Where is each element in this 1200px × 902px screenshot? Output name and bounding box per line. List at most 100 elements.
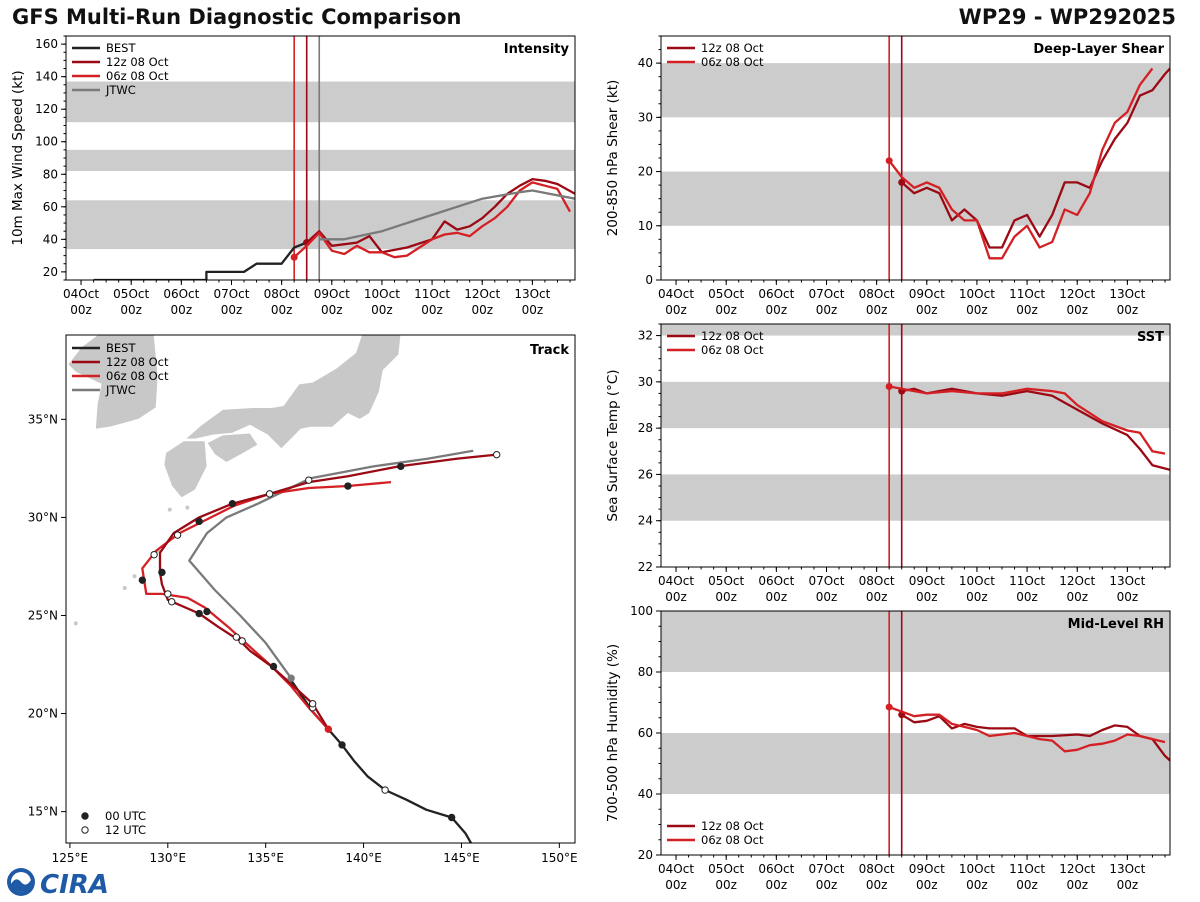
x-tick-hour-label: 00z <box>1117 590 1139 604</box>
x-tick-day-label: 09Oct <box>909 574 945 588</box>
x-tick-day-label: 12Oct <box>1059 574 1095 588</box>
x-tick-hour-label: 00z <box>1066 590 1088 604</box>
x-tick-day-label: 05Oct <box>708 574 744 588</box>
x-tick-label: 135°E <box>247 851 284 865</box>
legend-label-run12z: 12z 08 Oct <box>701 819 764 833</box>
y-tick-label: 24 <box>638 514 653 528</box>
legend-marker-12utc <box>81 826 89 834</box>
x-tick-hour-label: 00z <box>171 303 193 317</box>
track-point-run06z <box>150 550 158 559</box>
x-tick-day-label: 13Oct <box>1109 287 1145 301</box>
island-shape <box>167 507 172 512</box>
panel-title: Deep-Layer Shear <box>1033 42 1164 57</box>
track-plot-area <box>67 335 501 843</box>
x-tick-hour-label: 00z <box>120 303 142 317</box>
chart-shear: 0 10 20 30 40 04Oct 00z 05Oct 00z 06Oct 00z 07Oct 00… <box>605 35 1171 317</box>
x-tick-hour-label: 00z <box>816 878 838 892</box>
x-tick-hour-label: 00z <box>1117 303 1139 317</box>
x-tick-hour-label: 00z <box>866 590 888 604</box>
island-shape <box>73 621 78 626</box>
x-tick-day-label: 08Oct <box>859 574 895 588</box>
x-tick-day-label: 09Oct <box>909 287 945 301</box>
track-frame <box>65 334 576 844</box>
track-point-run12z <box>158 568 166 577</box>
land-shape <box>163 440 208 499</box>
x-tick-hour-label: 00z <box>816 303 838 317</box>
chart-sst: 22 24 26 28 30 32 04Oct 00z 05Oct 00z 06Oct 00z 07Oc… <box>605 323 1171 604</box>
x-tick-day-label: 10Oct <box>959 862 995 876</box>
track-point-best <box>338 741 346 749</box>
track-point-best <box>447 813 456 822</box>
track-point-run06z <box>232 633 241 641</box>
x-tick-day-label: 13Oct <box>514 287 550 301</box>
y-tick-label: 32 <box>638 329 653 343</box>
track-line-run12z <box>158 453 497 730</box>
shaded-band <box>661 733 1170 794</box>
cira-logo-text: CIRA <box>40 870 109 898</box>
track-point-run12z <box>265 490 274 498</box>
x-tick-hour-label: 00z <box>715 590 737 604</box>
track-point-run06z <box>324 725 333 733</box>
series-line-run06z <box>888 385 1166 455</box>
x-tick-day-label: 07Oct <box>808 287 844 301</box>
track-line-jtwc <box>188 449 474 679</box>
y-tick-label: 60 <box>638 726 653 740</box>
legend-label-best: BEST <box>106 41 136 55</box>
x-tick-day-label: 13Oct <box>1109 574 1145 588</box>
y-axis-label: 10m Max Wind Speed (kt) <box>10 70 26 245</box>
x-tick-day-label: 12Oct <box>464 287 500 301</box>
y-tick-label: 28 <box>638 421 653 435</box>
y-tick-label: 40 <box>638 787 653 801</box>
legend-label-run12z: 12z 08 Oct <box>106 355 169 369</box>
track-point-run12z <box>173 531 182 539</box>
y-tick-label: 80 <box>43 167 58 181</box>
x-tick-hour-label: 00z <box>966 590 988 604</box>
init-marker-run12z <box>898 178 906 186</box>
x-tick-day-label: 07Oct <box>808 574 844 588</box>
x-tick-day-label: 10Oct <box>959 287 995 301</box>
track-point-best <box>381 786 389 794</box>
track-point-jtwc <box>305 476 313 484</box>
x-tick-day-label: 08Oct <box>264 287 300 301</box>
legend-label-run06z: 06z 08 Oct <box>701 343 764 357</box>
x-tick-hour-label: 00z <box>665 590 687 604</box>
track-line-best <box>290 679 473 843</box>
x-tick-hour-label: 00z <box>1016 590 1038 604</box>
series-line-run06z <box>888 706 1166 753</box>
y-tick-label: 26 <box>638 467 653 481</box>
shaded-band <box>66 81 575 123</box>
track-point-run12z <box>492 450 501 459</box>
x-tick-day-label: 07Oct <box>808 862 844 876</box>
legend-label-run12z: 12z 08 Oct <box>106 55 169 69</box>
y-tick-label: 60 <box>43 200 58 214</box>
x-tick-hour-label: 00z <box>715 878 737 892</box>
track-point-run06z <box>344 482 352 490</box>
x-tick-label: 150°E <box>541 851 578 865</box>
x-tick-day-label: 06Oct <box>758 287 794 301</box>
track-point-jtwc <box>287 674 295 682</box>
island-shape <box>122 586 127 591</box>
x-tick-hour-label: 00z <box>421 303 443 317</box>
x-tick-hour-label: 00z <box>916 590 938 604</box>
y-tick-label: 30 <box>638 375 653 389</box>
legend-label-best: BEST <box>106 341 136 355</box>
x-tick-day-label: 09Oct <box>314 287 350 301</box>
x-tick-label: 130°E <box>150 851 187 865</box>
island-shape <box>132 574 137 579</box>
legend-label-run06z: 06z 08 Oct <box>701 833 764 847</box>
x-tick-day-label: 12Oct <box>1059 287 1095 301</box>
y-tick-label: 0 <box>645 273 653 287</box>
x-tick-day-label: 11Oct <box>1009 287 1045 301</box>
track-point-run12z <box>269 662 278 671</box>
x-tick-day-label: 05Oct <box>708 287 744 301</box>
panel-title: SST <box>1137 330 1164 345</box>
track-point-run12z <box>195 517 203 526</box>
track-point-run12z <box>168 598 176 606</box>
y-tick-label: 20 <box>638 165 653 179</box>
y-tick-label: 20 <box>43 265 58 279</box>
x-tick-day-label: 12Oct <box>1059 862 1095 876</box>
cira-logo: CIRA <box>4 866 114 900</box>
y-tick-label: 100 <box>35 135 58 149</box>
